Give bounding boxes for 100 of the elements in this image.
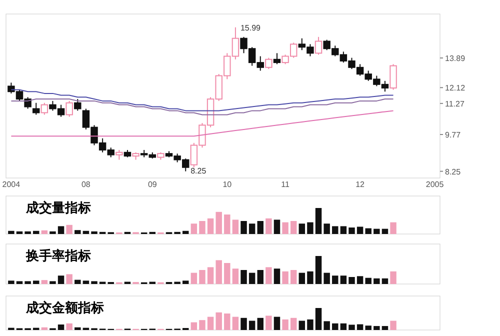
- candlestick: [32, 102, 40, 116]
- bar: [240, 221, 247, 234]
- bar: [32, 230, 40, 234]
- candlestick: [66, 100, 73, 118]
- bar: [274, 268, 280, 284]
- bar: [390, 222, 396, 234]
- chart-title: 换手率指标: [25, 248, 91, 264]
- bar: [190, 224, 198, 234]
- bar: [199, 270, 206, 284]
- bar: [32, 280, 40, 284]
- bar: [190, 272, 198, 284]
- x-tick-label: 10: [222, 180, 232, 189]
- bar: [307, 271, 314, 284]
- bar: [216, 260, 222, 284]
- bar: [66, 224, 72, 234]
- bar: [290, 318, 297, 330]
- bar: [91, 231, 98, 234]
- bar: [382, 326, 388, 330]
- bar: [74, 230, 81, 234]
- bar: [58, 226, 64, 234]
- bar: [356, 276, 364, 284]
- bar: [282, 319, 288, 330]
- bar: [307, 319, 314, 330]
- x-tick-label: 2004: [2, 180, 21, 189]
- bar: [248, 320, 256, 330]
- bar: [232, 316, 239, 330]
- candlestick: [314, 36, 322, 56]
- bar: [50, 231, 56, 234]
- bar: [282, 222, 288, 234]
- candlestick: [273, 52, 281, 65]
- bar: [232, 268, 239, 284]
- bar: [16, 281, 23, 284]
- bar: [82, 230, 90, 234]
- bar: [74, 280, 81, 284]
- bar: [224, 263, 230, 284]
- bar: [348, 228, 355, 234]
- candlestick: [116, 149, 123, 160]
- bar: [390, 320, 396, 330]
- bar: [356, 324, 364, 330]
- bar: [266, 218, 272, 234]
- bar: [216, 312, 222, 330]
- bar: [365, 228, 372, 234]
- bar: [332, 276, 338, 284]
- bar: [257, 318, 264, 330]
- bar: [207, 316, 214, 330]
- annotation: 15.99: [240, 23, 262, 32]
- bar: [41, 280, 48, 284]
- bar: [58, 276, 64, 284]
- bar: [324, 321, 330, 330]
- bar: [182, 280, 189, 284]
- bar: [8, 280, 14, 284]
- bar: [199, 320, 206, 330]
- chart-title: 成交金额指标: [25, 300, 104, 316]
- bar: [199, 221, 206, 234]
- bar: [257, 221, 264, 234]
- bar: [340, 226, 347, 234]
- bar: [216, 212, 222, 234]
- bar: [266, 267, 272, 284]
- bar: [41, 230, 48, 234]
- bar: [266, 316, 272, 330]
- bar: [224, 314, 230, 330]
- line-series: [10, 98, 394, 116]
- bar: [332, 323, 338, 330]
- bar: [382, 228, 388, 234]
- bar: [356, 226, 364, 234]
- y-tick-label: 11.27: [445, 99, 465, 108]
- candlestick: [40, 102, 48, 116]
- bar: [248, 272, 256, 284]
- bar: [207, 267, 214, 284]
- bar: [274, 316, 280, 330]
- chart-title: 成交量指标: [25, 200, 91, 216]
- bar: [207, 218, 214, 234]
- x-tick-label: 09: [148, 180, 158, 189]
- bar: [248, 224, 256, 234]
- bar: [240, 318, 247, 330]
- bar: [82, 280, 90, 284]
- bar: [290, 270, 297, 284]
- candlestick: [74, 98, 82, 112]
- bar: [298, 320, 306, 330]
- bar: [66, 323, 72, 330]
- x-tick-label: 2005: [426, 180, 444, 189]
- bar: [390, 271, 396, 284]
- bar: [182, 230, 189, 234]
- candlestick: [265, 57, 272, 70]
- bar: [298, 224, 306, 234]
- bar: [324, 224, 330, 234]
- x-tick-label: 12: [356, 180, 366, 189]
- y-tick-label: 8.25: [445, 167, 462, 176]
- bar: [340, 276, 347, 284]
- bar: [348, 277, 355, 284]
- y-tick-label: 12.12: [445, 84, 466, 93]
- bar: [374, 278, 380, 284]
- bar: [190, 322, 198, 330]
- bar: [91, 281, 98, 284]
- bar: [224, 214, 230, 234]
- bar: [16, 231, 23, 234]
- bar: [282, 271, 288, 284]
- bar: [74, 327, 81, 330]
- bar: [232, 220, 239, 234]
- bar: [315, 256, 322, 284]
